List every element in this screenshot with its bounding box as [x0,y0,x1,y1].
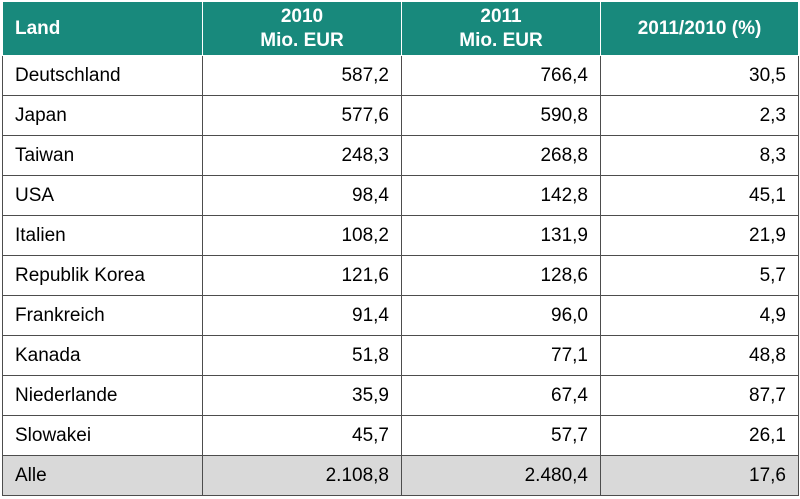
total-2011: 2.480,4 [401,455,601,496]
table-row: Republik Korea 121,6 128,6 5,7 [2,255,799,296]
header-2011: 2011 Mio. EUR [401,1,601,56]
cell-change: 45,1 [600,175,799,216]
cell-2010: 45,7 [202,415,402,456]
cell-2010: 51,8 [202,335,402,376]
cell-2011: 766,4 [401,55,601,96]
cell-2010: 587,2 [202,55,402,96]
cell-2010: 98,4 [202,175,402,216]
total-2010: 2.108,8 [202,455,402,496]
table-row: Deutschland 587,2 766,4 30,5 [2,55,799,96]
total-change: 17,6 [600,455,799,496]
total-row: Alle 2.108,8 2.480,4 17,6 [2,455,799,496]
header-row: Land 2010 Mio. EUR 2011 Mio. EUR 2011/20… [2,1,799,56]
table-row: USA 98,4 142,8 45,1 [2,175,799,216]
cell-2011: 268,8 [401,135,601,176]
cell-change: 5,7 [600,255,799,296]
header-2011-unit: Mio. EUR [459,29,543,51]
cell-2011: 128,6 [401,255,601,296]
cell-2011: 590,8 [401,95,601,136]
cell-land: Frankreich [2,295,203,336]
table-row: Slowakei 45,7 57,7 26,1 [2,415,799,456]
cell-change: 48,8 [600,335,799,376]
header-2010-year: 2010 [280,5,324,27]
cell-2011: 131,9 [401,215,601,256]
cell-land: Taiwan [2,135,203,176]
cell-2010: 577,6 [202,95,402,136]
cell-2011: 67,4 [401,375,601,416]
header-change: 2011/2010 (%) [600,1,799,56]
cell-land: Deutschland [2,55,203,96]
cell-2011: 96,0 [401,295,601,336]
cell-change: 8,3 [600,135,799,176]
cell-2011: 142,8 [401,175,601,216]
total-label: Alle [2,455,203,496]
cell-2010: 35,9 [202,375,402,416]
cell-2010: 121,6 [202,255,402,296]
cell-change: 2,3 [600,95,799,136]
table-row: Italien 108,2 131,9 21,9 [2,215,799,256]
cell-land: Niederlande [2,375,203,416]
cell-change: 30,5 [600,55,799,96]
header-2010-unit: Mio. EUR [260,29,344,51]
cell-2010: 248,3 [202,135,402,176]
cell-land: Slowakei [2,415,203,456]
header-land: Land [2,1,203,56]
table-row: Japan 577,6 590,8 2,3 [2,95,799,136]
table-row: Frankreich 91,4 96,0 4,9 [2,295,799,336]
cell-land: Republik Korea [2,255,203,296]
cell-2011: 77,1 [401,335,601,376]
cell-2010: 91,4 [202,295,402,336]
cell-change: 26,1 [600,415,799,456]
cell-land: Kanada [2,335,203,376]
cell-change: 4,9 [600,295,799,336]
cell-land: Italien [2,215,203,256]
header-2010: 2010 Mio. EUR [202,1,402,56]
table-row: Niederlande 35,9 67,4 87,7 [2,375,799,416]
table-row: Taiwan 248,3 268,8 8,3 [2,135,799,176]
header-2011-year: 2011 [480,5,522,27]
cell-land: Japan [2,95,203,136]
table-row: Kanada 51,8 77,1 48,8 [2,335,799,376]
cell-2010: 108,2 [202,215,402,256]
cell-change: 21,9 [600,215,799,256]
cell-change: 87,7 [600,375,799,416]
cell-land: USA [2,175,203,216]
cell-2011: 57,7 [401,415,601,456]
